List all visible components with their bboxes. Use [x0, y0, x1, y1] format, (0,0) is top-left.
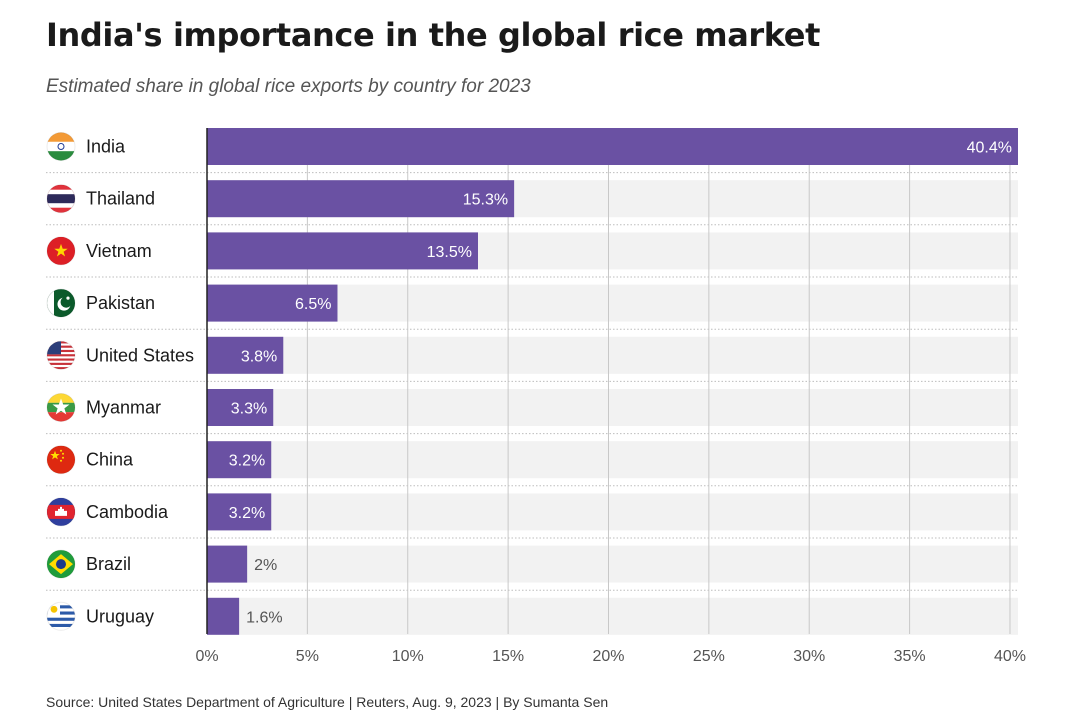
- category-label: Pakistan: [86, 293, 155, 313]
- bar-track: [207, 597, 1018, 635]
- bar-brazil: [207, 545, 248, 583]
- uruguay-flag-icon: [46, 601, 76, 631]
- x-tick-label: 40%: [994, 648, 1026, 665]
- category-label: Thailand: [86, 189, 155, 209]
- bar-united-states: [207, 336, 284, 374]
- bar-india: [207, 128, 1018, 165]
- vietnam-flag-icon: [46, 236, 76, 266]
- bar-myanmar: [207, 389, 274, 426]
- bar-track: [207, 336, 1018, 374]
- bar-track: [207, 545, 1018, 583]
- x-tick-label: 10%: [392, 648, 424, 665]
- source-note: Source: United States Department of Agri…: [46, 694, 609, 710]
- x-tick-label: 20%: [592, 648, 624, 665]
- china-flag-icon: [46, 445, 76, 475]
- myanmar-flag-icon: [46, 393, 76, 422]
- category-label: Myanmar: [86, 398, 161, 418]
- bar-chart: 40.4% 15.3% 13.5% 6.5% 3.8% 3.3% 3.2% 3.2% 2% 1.6…: [46, 128, 1026, 665]
- bar-pakistan: [207, 284, 338, 322]
- value-label: 15.3%: [463, 192, 508, 209]
- category-label: India: [86, 137, 126, 157]
- x-tick-label: 0%: [195, 648, 218, 665]
- category-label: United States: [86, 345, 194, 365]
- x-tick-label: 5%: [296, 648, 319, 665]
- value-label: 3.3%: [231, 401, 267, 418]
- united-states-flag-icon: [46, 340, 76, 370]
- thailand-flag-icon: [46, 184, 76, 214]
- value-label: 1.6%: [246, 609, 282, 626]
- chart-title: India's importance in the global rice ma…: [46, 16, 820, 54]
- cambodia-flag-icon: [46, 497, 76, 527]
- bar-track: [207, 284, 1018, 322]
- x-tick-label: 35%: [894, 648, 926, 665]
- value-label: 3.2%: [229, 505, 265, 522]
- bar-track: [207, 441, 1018, 479]
- x-tick-label: 25%: [693, 648, 725, 665]
- value-label: 13.5%: [427, 244, 472, 261]
- bar-track: [207, 389, 1018, 426]
- bar-thailand: [207, 180, 515, 218]
- value-label: 6.5%: [295, 296, 331, 313]
- bar-uruguay: [207, 597, 240, 635]
- value-label: 40.4%: [967, 140, 1012, 157]
- value-label: 3.8%: [241, 348, 277, 365]
- category-label: Cambodia: [86, 502, 169, 522]
- x-axis-ticks: 0% 5% 10% 15% 20% 25% 30% 35% 40%: [195, 648, 1026, 665]
- chart-subtitle: Estimated share in global rice exports b…: [46, 76, 531, 97]
- category-label: China: [86, 450, 134, 470]
- value-label: 2%: [254, 557, 277, 574]
- bar-cambodia: [207, 493, 272, 531]
- pakistan-flag-icon: [46, 288, 76, 318]
- bar-vietnam: [207, 232, 479, 270]
- india-flag-icon: [46, 132, 76, 161]
- category-label: Uruguay: [86, 606, 154, 626]
- category-label: Vietnam: [86, 241, 152, 261]
- value-label: 3.2%: [229, 453, 265, 470]
- bar-track: [207, 493, 1018, 531]
- bars: 40.4% 15.3% 13.5% 6.5% 3.8% 3.3% 3.2% 3.2% 2% 1.6…: [207, 128, 1018, 635]
- category-label: Brazil: [86, 554, 131, 574]
- bar-china: [207, 441, 272, 479]
- brazil-flag-icon: [46, 549, 76, 579]
- row-separators: [46, 172, 1018, 591]
- x-tick-label: 30%: [793, 648, 825, 665]
- x-tick-label: 15%: [492, 648, 524, 665]
- category-labels: India Thailand Vietnam Pakistan United State…: [46, 132, 194, 631]
